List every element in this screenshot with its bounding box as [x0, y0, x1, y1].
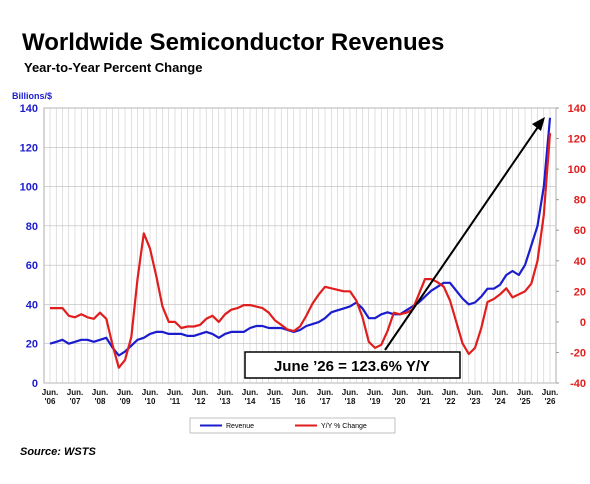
x-tick-label: Jun. '10 — [141, 388, 159, 406]
annotation: June ’26 = 123.6% Y/Y — [274, 358, 430, 375]
x-tick-label: Jun. '12 — [191, 388, 209, 406]
arrow-head — [532, 117, 545, 131]
x-tick-label: Jun. '08 — [91, 388, 109, 406]
x-tick-label: Jun. '25 — [516, 388, 534, 406]
y2-tick-label: -40 — [570, 378, 586, 390]
y-tick-label: 0 — [32, 378, 38, 390]
y2-tick-label: 40 — [574, 256, 586, 268]
x-tick-label: Jun. '06 — [41, 388, 59, 406]
y2-tick-label: 140 — [568, 103, 586, 115]
x-tick-label: Jun. '07 — [66, 388, 84, 406]
x-tick-label: Jun. '18 — [341, 388, 359, 406]
series-line — [49, 117, 552, 357]
legend-box — [189, 417, 396, 434]
x-tick-label: Jun. '11 — [166, 388, 184, 406]
x-tick-label: Jun. '17 — [316, 388, 334, 406]
y-tick-label: 40 — [26, 299, 38, 311]
y-tick-label: 20 — [26, 339, 38, 351]
y-tick-label: 100 — [20, 182, 38, 194]
y2-tick-label: 60 — [574, 225, 586, 237]
x-tick-label: Jun. '23 — [466, 388, 484, 406]
legend-label: Y/Y % Change — [321, 423, 367, 430]
x-tick-label: Jun. '13 — [216, 388, 234, 406]
y2-tick-label: 0 — [580, 317, 586, 329]
y2-tick-label: 100 — [568, 164, 586, 176]
source: Source: WSTS — [20, 446, 96, 458]
x-tick-label: Jun. '22 — [441, 388, 459, 406]
y-tick-label: 120 — [20, 142, 38, 154]
x-tick-label: Jun. '14 — [241, 388, 259, 406]
arrow — [384, 123, 541, 351]
y2-tick-label: -20 — [570, 347, 586, 359]
annotation-box — [244, 351, 461, 379]
x-tick-label: Jun. '24 — [491, 388, 509, 406]
chart-subtitle: Year-to-Year Percent Change — [24, 60, 202, 75]
legend-label: Revenue — [226, 423, 254, 430]
y-tick-label: 80 — [26, 221, 38, 233]
x-tick-label: Jun. '20 — [391, 388, 409, 406]
x-tick-label: Jun. '26 — [541, 388, 559, 406]
x-tick-label: Jun. '09 — [116, 388, 134, 406]
y2-tick-label: 20 — [574, 286, 586, 298]
y2-tick-label: 120 — [568, 134, 586, 146]
chart-title: Worldwide Semiconductor Revenues — [22, 29, 444, 56]
y-axis-label: Billions/$ — [12, 91, 52, 101]
y-tick-label: 140 — [20, 103, 38, 115]
x-tick-label: Jun. '19 — [366, 388, 384, 406]
y-tick-label: 60 — [26, 260, 38, 272]
y2-tick-label: 80 — [574, 195, 586, 207]
x-tick-label: Jun. '16 — [291, 388, 309, 406]
x-tick-label: Jun. '15 — [266, 388, 284, 406]
x-tick-label: Jun. '21 — [416, 388, 434, 406]
series-line — [50, 133, 552, 369]
